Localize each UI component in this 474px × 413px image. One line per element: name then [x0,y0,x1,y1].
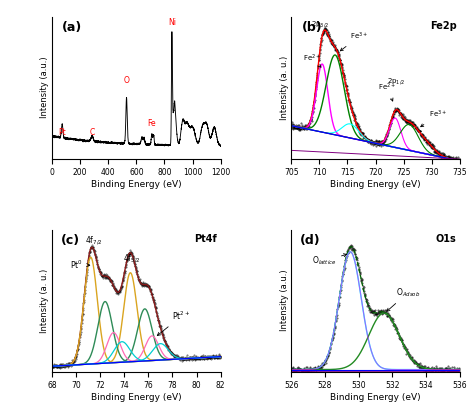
Text: O$_{lattice}$: O$_{lattice}$ [311,254,346,267]
Text: Pt: Pt [58,128,65,137]
Text: C: C [90,128,95,137]
Text: (a): (a) [62,21,82,34]
Text: O$_{Adsob}$: O$_{Adsob}$ [387,286,420,311]
Text: O: O [124,76,129,85]
Text: (b): (b) [301,21,322,34]
Text: 4f$_{7/2}$: 4f$_{7/2}$ [85,234,103,247]
Text: Fe2p: Fe2p [429,21,456,31]
Y-axis label: Intensity (a. u.): Intensity (a. u.) [280,55,289,120]
Text: Pt$^{2+}$: Pt$^{2+}$ [157,310,191,335]
X-axis label: Binding Energy (eV): Binding Energy (eV) [91,180,182,189]
Text: 2p$_{1/2}$: 2p$_{1/2}$ [387,76,405,86]
Text: Fe$^{2+}$: Fe$^{2+}$ [302,52,321,67]
X-axis label: Binding Energy (eV): Binding Energy (eV) [91,393,182,402]
Text: O1s: O1s [436,234,456,244]
Text: 4f$_{5/2}$: 4f$_{5/2}$ [123,252,140,265]
Text: Ni: Ni [168,18,176,27]
Text: Fe: Fe [147,119,156,128]
Text: Fe$^{2+}$: Fe$^{2+}$ [378,82,396,101]
Y-axis label: Intensity (a.u.): Intensity (a.u.) [40,57,49,119]
X-axis label: Binding Energy (eV): Binding Energy (eV) [330,393,421,402]
Text: Fe$^{3+}$: Fe$^{3+}$ [340,31,368,51]
X-axis label: Binding Energy (eV): Binding Energy (eV) [330,180,421,189]
Y-axis label: Intensity (a. u.): Intensity (a. u.) [40,268,49,333]
Text: (c): (c) [61,234,80,247]
Text: Pt$^{0}$: Pt$^{0}$ [70,259,90,271]
Y-axis label: Intensity (a.u.): Intensity (a.u.) [280,270,289,332]
Text: Fe$^{3+}$: Fe$^{3+}$ [421,109,447,127]
Text: 2p$_{3/2}$: 2p$_{3/2}$ [311,19,329,30]
Text: Pt4f: Pt4f [194,234,217,244]
Text: (d): (d) [300,234,320,247]
